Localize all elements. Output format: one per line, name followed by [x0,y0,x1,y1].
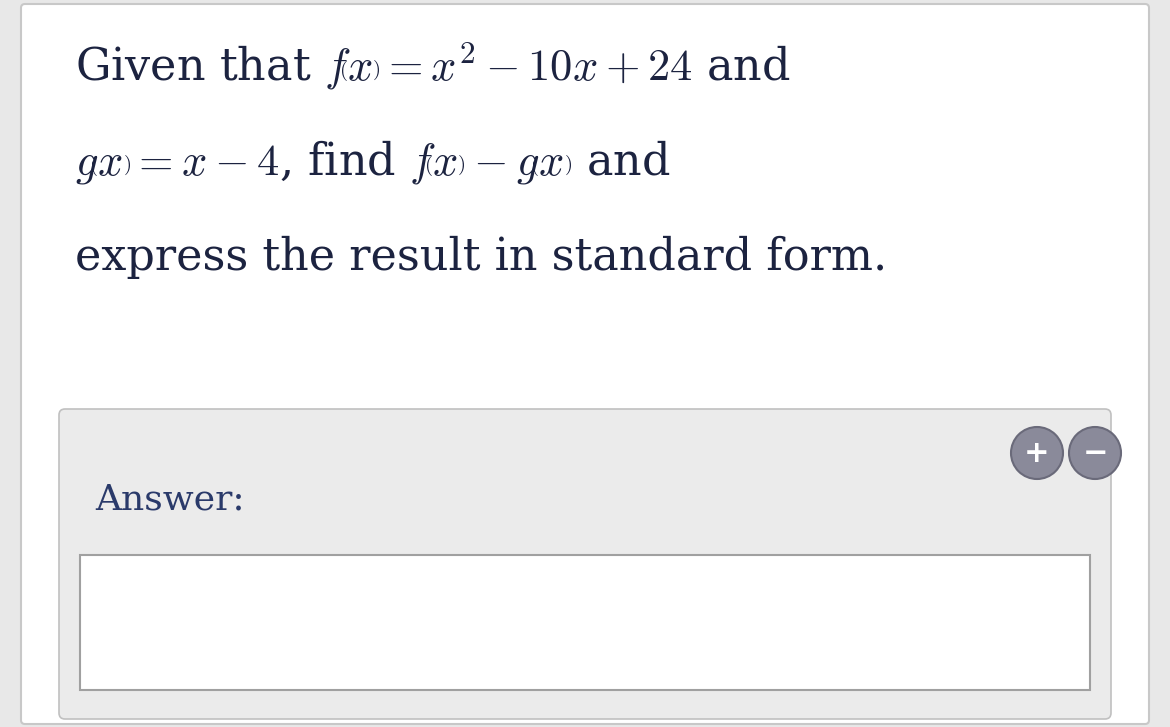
Circle shape [1011,427,1064,479]
Text: Answer:: Answer: [95,483,245,517]
FancyBboxPatch shape [80,555,1090,690]
Text: Given that $f\!\left(x\right) = x^2 - 10x + 24$ and: Given that $f\!\left(x\right) = x^2 - 10… [75,40,791,92]
FancyBboxPatch shape [58,409,1112,719]
Text: $g\!\left(x\right) = x - 4$, find $f\!\left(x\right) - g\!\left(x\right)$ and: $g\!\left(x\right) = x - 4$, find $f\!\l… [75,139,670,187]
Circle shape [1069,427,1121,479]
FancyBboxPatch shape [21,4,1149,724]
Text: +: + [1024,438,1049,467]
Text: express the result in standard form.: express the result in standard form. [75,236,887,279]
Text: −: − [1082,438,1108,467]
